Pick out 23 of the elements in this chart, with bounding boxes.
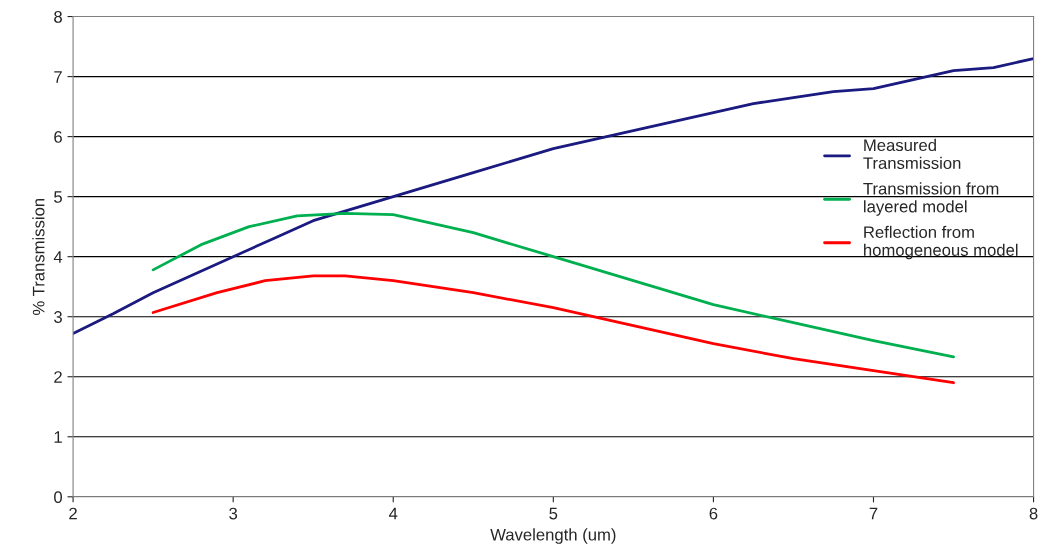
- x-tick-label: 3: [229, 507, 238, 520]
- x-tick-label: 7: [869, 507, 878, 520]
- y-tick-label: 3: [54, 311, 62, 323]
- x-tick-label: 5: [549, 507, 558, 520]
- y-tick-label: 4: [53, 251, 63, 263]
- line-series: [73, 57, 1034, 335]
- line-series: [151, 274, 955, 385]
- y-tick-label: 7: [54, 71, 62, 83]
- y-tick-label: 0: [54, 491, 63, 503]
- legend-label: Transmission from layered model: [863, 182, 999, 216]
- y-axis-title: % Transmission: [32, 198, 45, 315]
- x-tick-label: 2: [69, 507, 77, 520]
- x-axis-title: Wavelength (um): [490, 528, 616, 544]
- y-tick-label: 6: [54, 131, 62, 143]
- y-tick-label: 8: [54, 10, 62, 23]
- x-tick-label: 8: [1029, 507, 1038, 520]
- y-tick-label: 5: [54, 191, 62, 203]
- x-tick-label: 6: [709, 507, 718, 520]
- legend-label: Measured Transmission: [863, 138, 961, 170]
- y-tick-label: 2: [54, 371, 62, 383]
- x-tick-label: 4: [388, 507, 398, 520]
- legend-label: Reflection from homogeneous model: [864, 225, 1018, 260]
- y-tick-label: 1: [54, 431, 62, 443]
